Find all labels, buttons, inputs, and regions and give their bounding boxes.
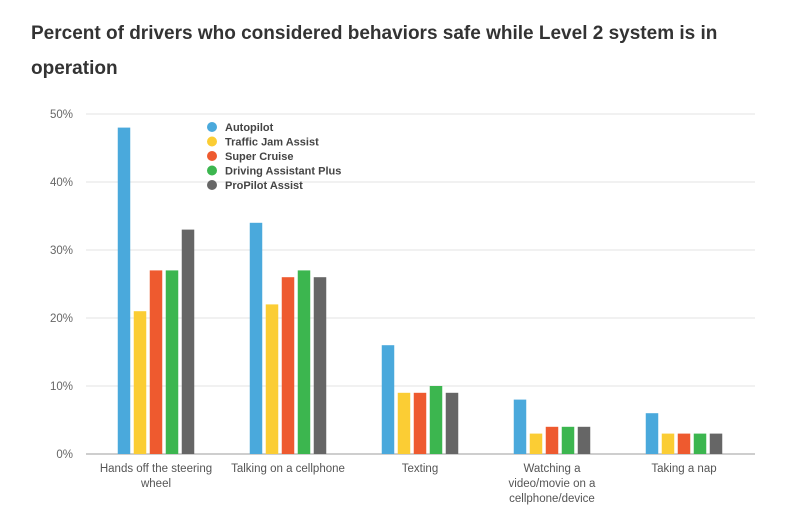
bar [249, 222, 263, 454]
y-tick-label: 10% [50, 381, 73, 393]
y-tick-label: 20% [50, 313, 73, 325]
bar [529, 433, 543, 454]
bar [381, 345, 395, 454]
bar [545, 426, 559, 454]
bar [165, 270, 179, 454]
x-tick-label: wheel [140, 478, 171, 490]
bar [693, 433, 707, 454]
legend-label: Autopilot [225, 122, 274, 134]
x-tick-label: Talking on a cellphone [231, 463, 345, 475]
x-tick-label: Hands off the steering [100, 463, 212, 475]
legend-marker [207, 122, 217, 132]
bar [645, 413, 659, 454]
bar [661, 433, 675, 454]
y-tick-label: 30% [50, 245, 73, 257]
chart-title: Percent of drivers who considered behavi… [31, 23, 718, 79]
bar [313, 277, 327, 454]
bar [181, 229, 195, 454]
bar [429, 386, 443, 454]
x-tick-label: Texting [402, 463, 438, 475]
legend-label: Traffic Jam Assist [225, 137, 319, 149]
legend-marker [207, 165, 217, 176]
y-tick-label: 40% [50, 177, 73, 189]
bar [297, 270, 311, 454]
x-tick-label: Watching a [523, 463, 581, 475]
legend-marker [207, 136, 217, 147]
bar [677, 433, 691, 454]
legend-label: Driving Assistant Plus [225, 166, 341, 178]
bar [561, 426, 575, 454]
x-tick-label: cellphone/device [509, 493, 595, 505]
bar [265, 304, 279, 454]
y-tick-label: 50% [50, 109, 73, 121]
bar [413, 392, 427, 454]
bar [281, 277, 295, 454]
bar [133, 311, 147, 454]
bar [709, 433, 723, 454]
x-tick-label: video/movie on a [509, 478, 597, 490]
legend-label: Super Cruise [225, 151, 293, 163]
bar [149, 270, 163, 454]
bar [513, 399, 527, 454]
legend-label: ProPilot Assist [225, 180, 303, 192]
bar [397, 392, 411, 454]
bar [117, 127, 131, 454]
x-tick-label: Taking a nap [651, 463, 716, 475]
y-tick-label: 0% [56, 449, 73, 461]
bar [577, 426, 591, 454]
legend-marker [207, 151, 217, 161]
bar [445, 392, 459, 454]
legend-marker [207, 180, 217, 190]
